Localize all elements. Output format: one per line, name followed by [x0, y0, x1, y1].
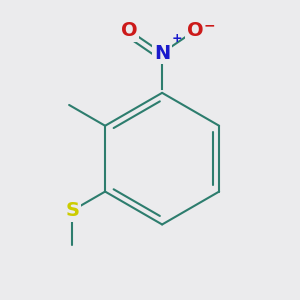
- Text: −: −: [204, 18, 215, 32]
- Text: S: S: [65, 201, 79, 220]
- Text: +: +: [171, 32, 182, 45]
- Text: O: O: [187, 21, 203, 40]
- Text: N: N: [154, 44, 170, 62]
- Text: O: O: [121, 21, 137, 40]
